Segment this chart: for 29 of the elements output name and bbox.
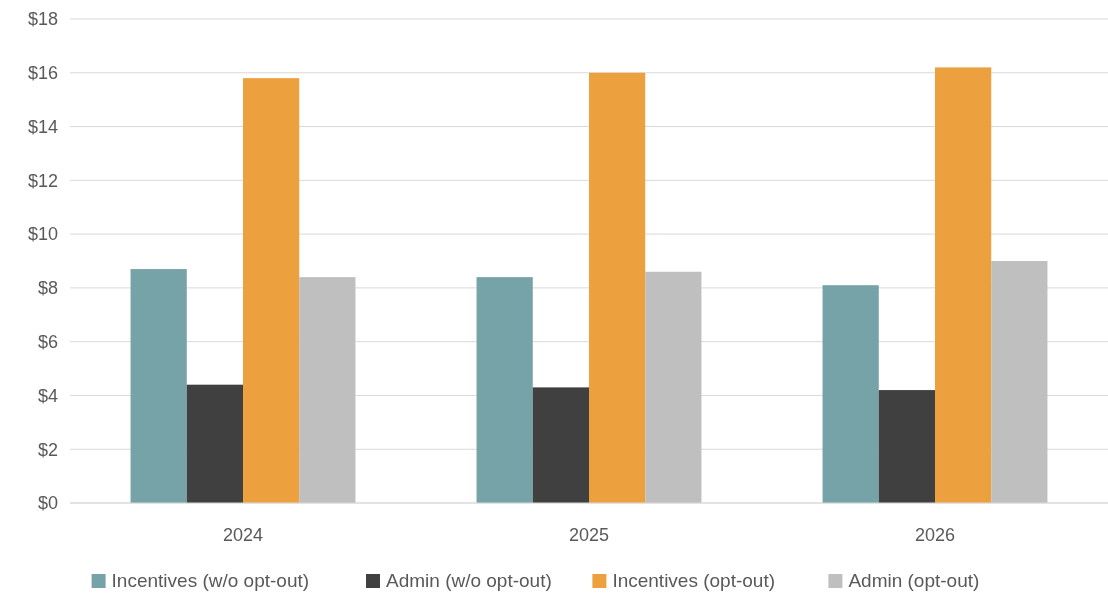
y-tick-label: $0 bbox=[37, 493, 58, 514]
y-tick-label: $4 bbox=[37, 385, 58, 406]
bar bbox=[476, 277, 533, 503]
x-tick-label: 2026 bbox=[914, 525, 956, 545]
legend-label: Incentives (w/o opt-out) bbox=[111, 570, 310, 591]
y-tick-label: $2 bbox=[37, 439, 58, 460]
bar bbox=[878, 390, 935, 503]
legend-label: Admin (w/o opt-out) bbox=[386, 570, 552, 591]
y-tick-label: $6 bbox=[37, 331, 58, 352]
bar bbox=[130, 269, 187, 503]
bar bbox=[186, 384, 243, 503]
bar bbox=[243, 78, 300, 503]
bar bbox=[991, 261, 1048, 503]
y-tick-label: $18 bbox=[27, 9, 58, 30]
legend-label: Incentives (opt-out) bbox=[612, 570, 776, 591]
x-tick-label: 2024 bbox=[222, 525, 264, 545]
bar bbox=[589, 72, 646, 503]
y-tick-label: $14 bbox=[27, 116, 58, 137]
bar bbox=[645, 271, 702, 503]
y-tick-label: $16 bbox=[27, 63, 58, 84]
y-tick-label: $12 bbox=[27, 170, 58, 191]
bar bbox=[935, 67, 992, 503]
bar bbox=[299, 277, 356, 503]
bar bbox=[822, 285, 879, 503]
y-tick-label: $10 bbox=[27, 224, 58, 245]
x-tick-label: 2025 bbox=[568, 525, 610, 545]
bar bbox=[532, 387, 589, 503]
y-tick-label: $8 bbox=[37, 278, 58, 299]
legend-label: Admin (opt-out) bbox=[848, 570, 980, 591]
